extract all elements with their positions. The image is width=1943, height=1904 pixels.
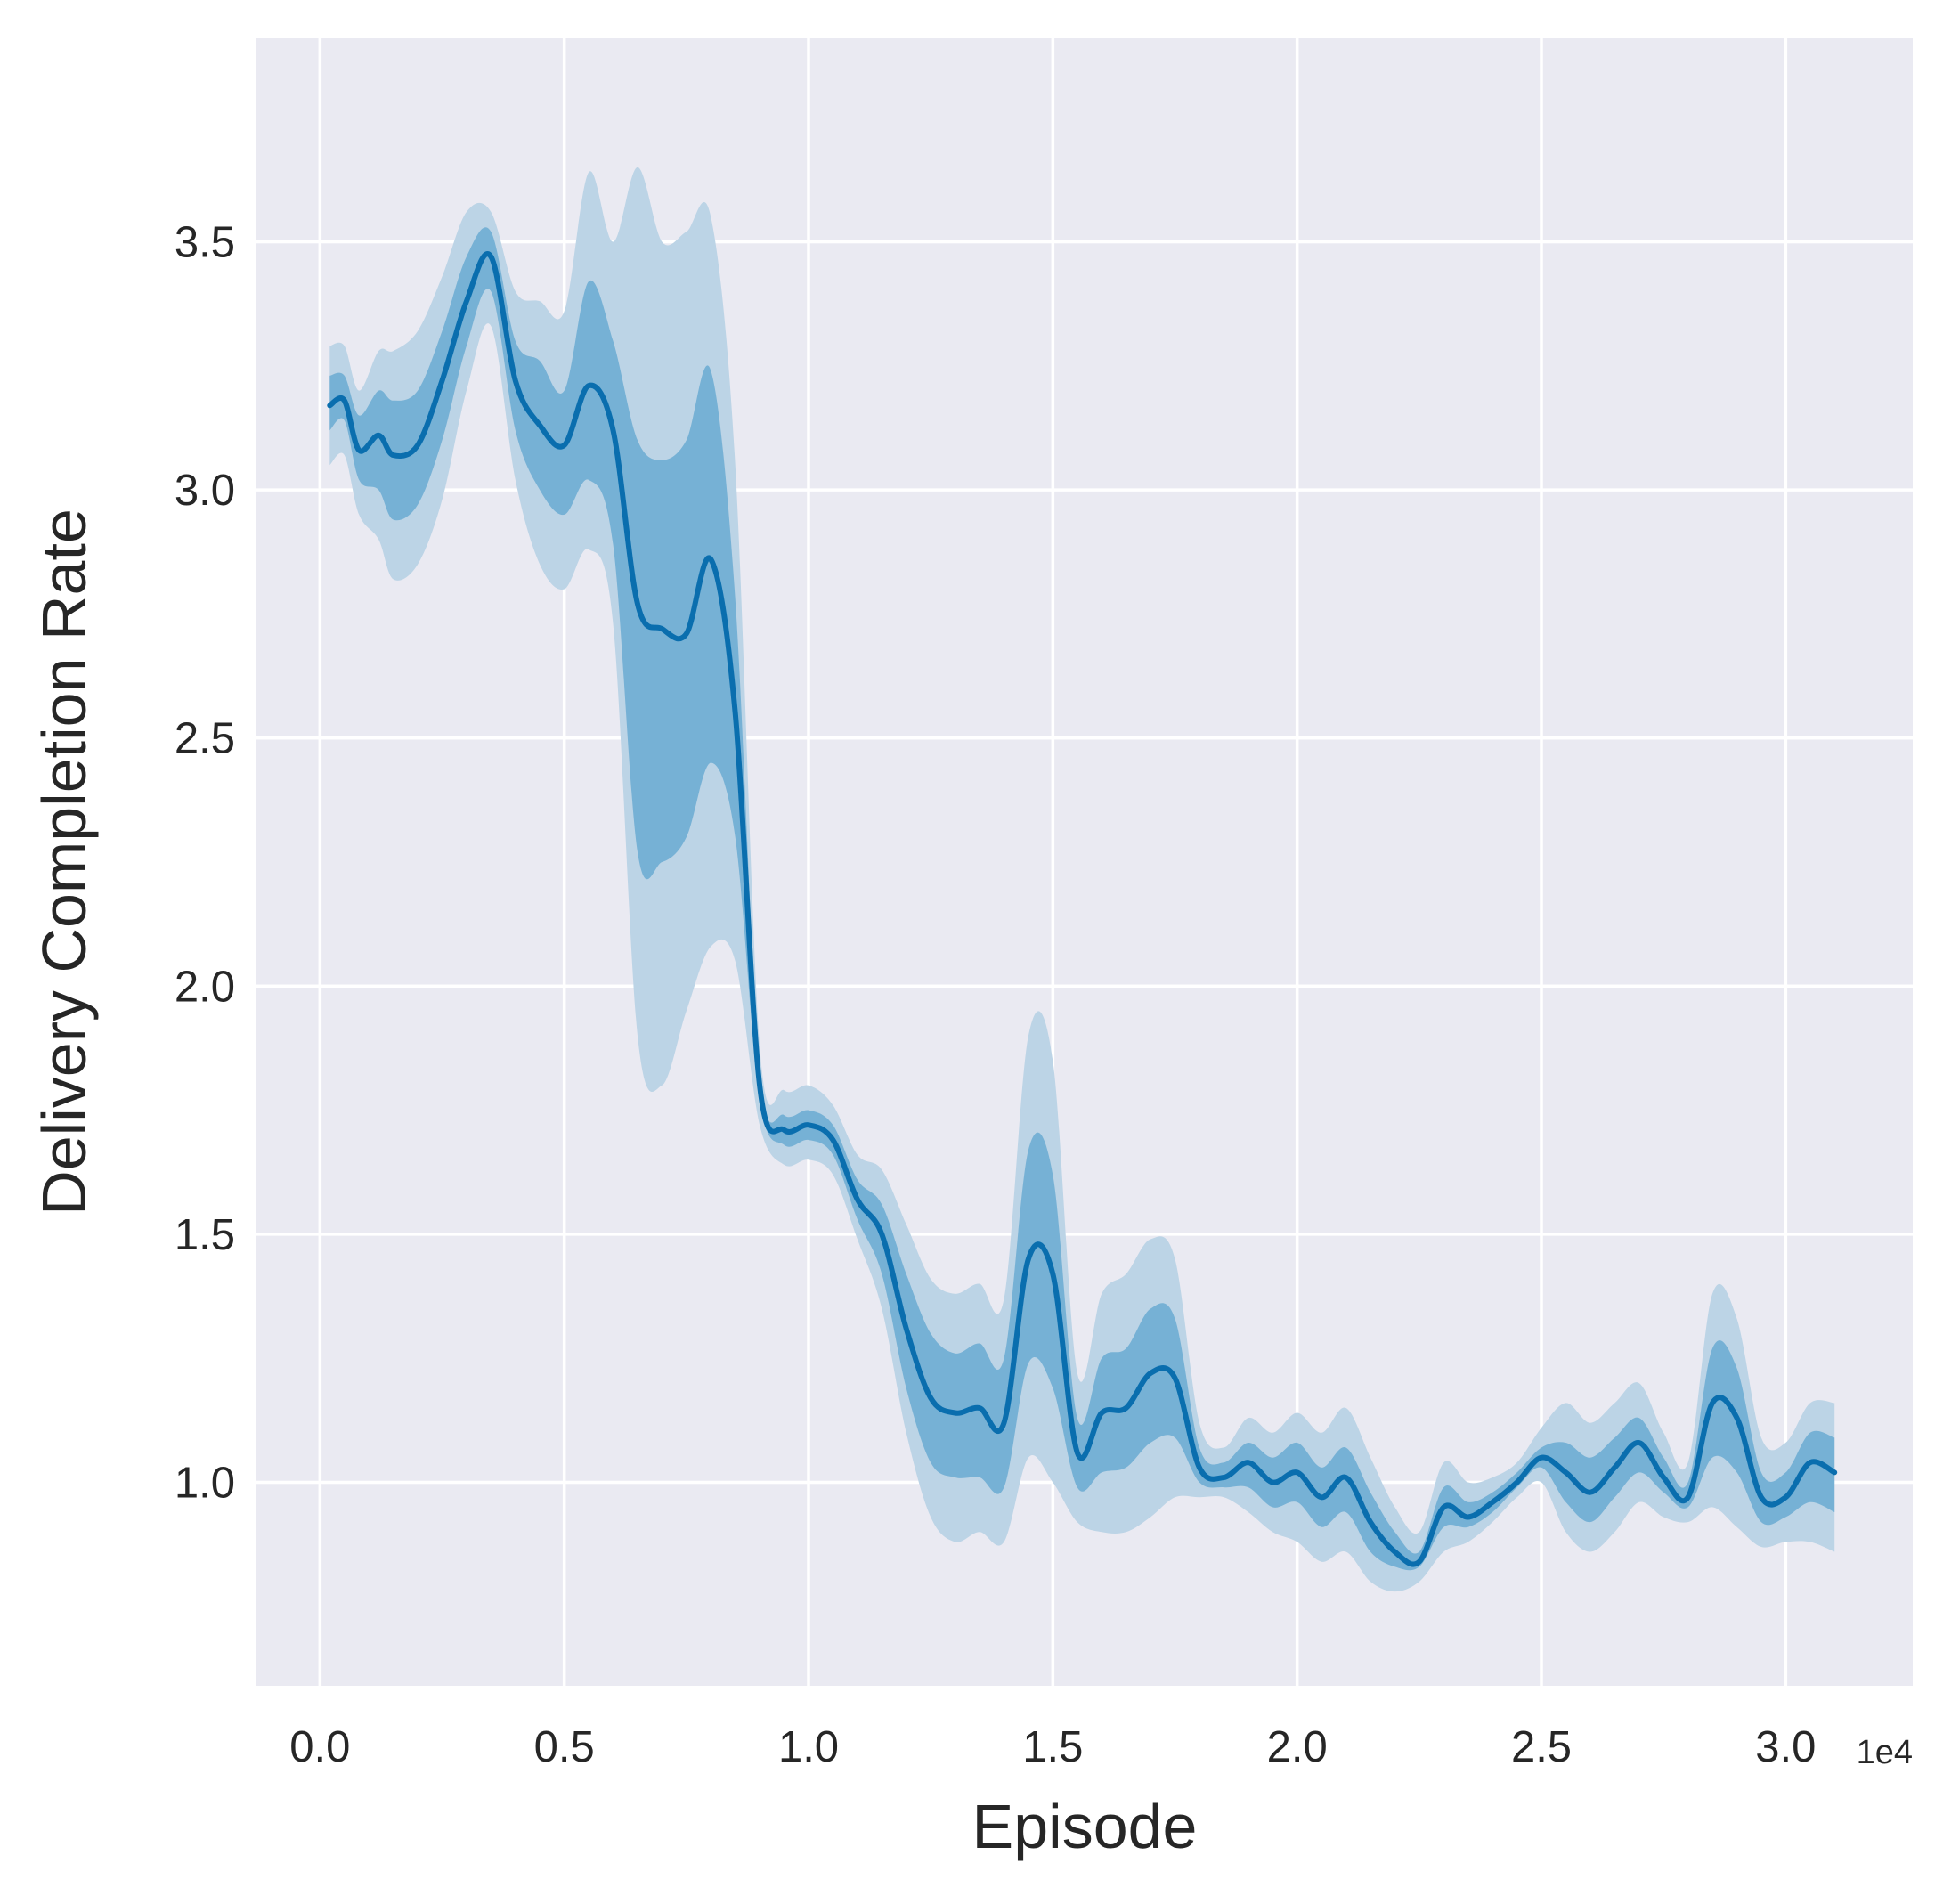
y-tick-label: 3.5 [175, 218, 235, 266]
y-tick-label: 2.5 [175, 715, 235, 763]
x-tick-label: 1.5 [1022, 1723, 1083, 1771]
y-tick-label: 1.0 [175, 1460, 235, 1508]
x-tick-label: 1.0 [778, 1723, 839, 1771]
mean-line-group [327, 251, 1838, 1567]
y-tick-label: 2.0 [175, 963, 235, 1011]
y-axis-ticks: 1.0 1.5 2.0 2.5 3.0 3.5 [175, 218, 235, 1507]
x-tick-label: 2.0 [1267, 1723, 1328, 1771]
y-axis-title: Delivery Completion Rate [29, 509, 99, 1216]
y-tick-label: 3.0 [175, 467, 235, 515]
x-tick-label: 0.5 [534, 1723, 595, 1771]
grid [256, 38, 1913, 1686]
y-tick-label: 1.5 [175, 1211, 235, 1259]
x-tick-label: 0.0 [289, 1723, 350, 1771]
x-axis-ticks: 0.0 0.5 1.0 1.5 2.0 2.5 3.0 [289, 1723, 1816, 1771]
mean-line [327, 251, 1838, 1567]
x-axis-title: Episode [972, 1792, 1198, 1861]
x-tick-label: 3.0 [1755, 1723, 1816, 1771]
x-offset-label: 1e4 [1857, 1734, 1913, 1771]
x-tick-label: 2.5 [1511, 1723, 1572, 1771]
